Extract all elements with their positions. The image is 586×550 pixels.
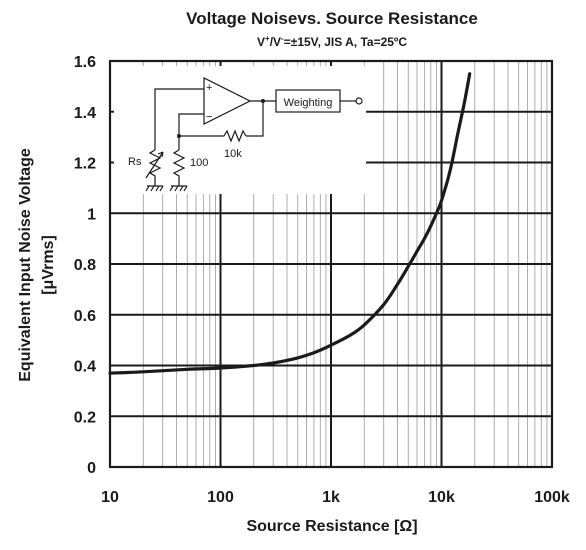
- y-tick-label: 1.4: [74, 105, 96, 122]
- inset-background: [114, 66, 366, 194]
- weighting-label: Weighting: [284, 97, 333, 109]
- y-axis-label-line2: [μVrms]: [40, 235, 57, 295]
- y-tick-label: 1.6: [74, 54, 96, 71]
- y-tick-label: 0.6: [74, 308, 96, 325]
- y-tick-label: 1: [87, 206, 96, 223]
- ground-100: [169, 185, 188, 192]
- feedback-node: [177, 134, 181, 138]
- resistor-100: [172, 149, 186, 186]
- resistor-100-label: 100: [190, 157, 208, 169]
- circuit-inset: + − 10k Weighting Rs 100: [114, 66, 366, 194]
- y-tick-labels: 0 0.2 0.4 0.6 0.8 1 1.2 1.4 1.6: [74, 54, 96, 477]
- noise-curve: [108, 72, 472, 375]
- y-tick-label: 0.4: [74, 359, 96, 376]
- opamp-symbol: [203, 77, 252, 125]
- y-tick-label: 0.2: [74, 409, 96, 426]
- x-tick-label: 10: [101, 489, 119, 506]
- x-tick-label: 100: [207, 489, 234, 506]
- x-tick-label: 1k: [322, 489, 340, 506]
- resistor-10k-label: 10k: [224, 148, 242, 160]
- y-tick-label: 0.8: [74, 257, 96, 274]
- output-terminal: [355, 97, 363, 105]
- x-axis-label: Source Resistance [Ω]: [246, 518, 417, 535]
- x-tick-label: 100k: [534, 489, 570, 506]
- ground-rs: [145, 185, 164, 192]
- noninverting-input-wire: [154, 88, 204, 150]
- resistor-10k: [223, 129, 247, 143]
- y-axis-label-line1: Equivalent Input Noise Voltage: [17, 148, 34, 382]
- y-tick-label: 1.2: [74, 156, 96, 173]
- rs-label: Rs: [128, 156, 142, 168]
- rs-variable-arrow: [145, 151, 164, 179]
- opamp-minus-sign: −: [206, 111, 212, 123]
- x-tick-label: 10k: [428, 489, 455, 506]
- plot-frame: [108, 59, 554, 469]
- opamp-plus-sign: +: [206, 82, 212, 94]
- feedback-wire: [179, 101, 264, 137]
- plot-border: [108, 59, 554, 469]
- rs-variable-resistor: [148, 149, 162, 186]
- chart-title: Voltage Noisevs. Source Resistance: [186, 9, 478, 28]
- x-tick-labels: 10 100 1k 10k 100k: [101, 489, 570, 506]
- y-tick-label: 0: [87, 460, 96, 477]
- chart-subtitle: V+/V-=±15V, JIS A, Ta=25ºC: [257, 34, 407, 49]
